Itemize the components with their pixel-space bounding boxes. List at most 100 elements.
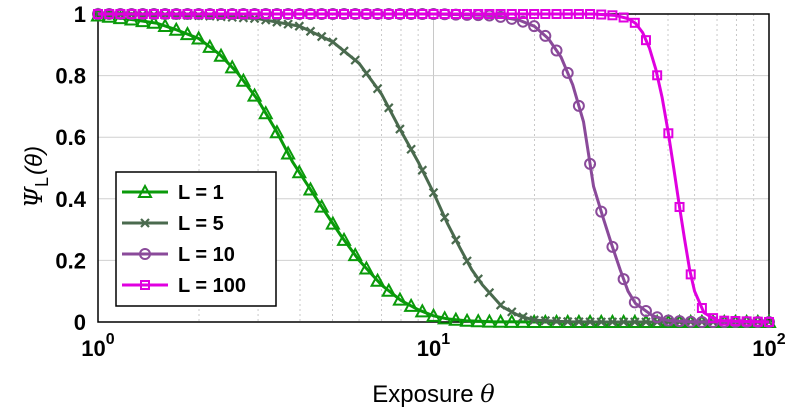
data-point [213, 47, 229, 62]
data-point [574, 317, 584, 327]
data-point [313, 198, 330, 213]
data-point [283, 9, 294, 19]
data-point [428, 9, 439, 19]
legend-marker [139, 248, 151, 260]
legend-entry: L = 100 [122, 275, 246, 297]
data-point [484, 9, 495, 19]
data-point [517, 9, 528, 19]
data-point [347, 247, 363, 262]
data-point [550, 44, 563, 57]
data-point [305, 26, 316, 37]
data-point [730, 316, 741, 327]
data-point [249, 9, 260, 19]
data-point [473, 9, 484, 19]
data-point [628, 296, 641, 309]
data-point [462, 256, 472, 266]
data-point [448, 311, 464, 326]
data-point [224, 59, 240, 74]
data-point [450, 9, 461, 19]
data-point [350, 9, 361, 19]
y-tick-label: 0 [74, 310, 86, 335]
data-point [269, 124, 285, 139]
data-point [325, 215, 341, 230]
data-point [193, 9, 204, 19]
legend-marker [140, 280, 150, 290]
legend-label: L = 100 [178, 275, 246, 297]
data-point [238, 9, 249, 19]
data-point [685, 269, 696, 280]
data-point [439, 9, 450, 19]
data-point [280, 145, 296, 160]
x-tick-label: 100 [81, 331, 114, 361]
data-point [394, 9, 405, 19]
data-point [294, 21, 305, 31]
data-point [708, 313, 719, 324]
legend-label: L = 5 [178, 213, 224, 235]
data-point [618, 317, 629, 327]
data-point [381, 282, 397, 297]
y-tick-label: 0.2 [55, 248, 86, 273]
data-point [506, 9, 517, 19]
data-point [392, 291, 408, 306]
series-3 [93, 9, 774, 327]
data-point [684, 315, 697, 328]
data-point [495, 9, 506, 19]
data-point [595, 205, 608, 218]
data-point [316, 31, 327, 42]
legend-marker [137, 183, 153, 198]
data-point [470, 313, 486, 328]
data-point [451, 235, 461, 245]
data-point [652, 70, 663, 81]
data-point [171, 9, 182, 19]
x-tick-label: 102 [752, 331, 785, 361]
data-point [606, 240, 619, 253]
data-point [629, 17, 640, 28]
data-point [484, 287, 495, 298]
data-point [436, 310, 453, 325]
data-point [495, 300, 506, 310]
data-point [246, 87, 263, 102]
data-point [160, 9, 171, 19]
data-point [403, 297, 419, 312]
data-point [462, 9, 473, 19]
data-point [561, 66, 574, 79]
data-point [641, 317, 651, 327]
data-point [339, 9, 350, 19]
data-point [741, 316, 752, 327]
data-point [316, 9, 327, 19]
data-point [639, 305, 652, 318]
data-point [372, 9, 383, 19]
y-tick-labels: 0 0.2 0.4 0.6 0.8 1 [55, 2, 86, 335]
data-point [369, 272, 386, 287]
data-point [302, 181, 319, 196]
data-point [528, 20, 541, 33]
data-point [146, 14, 162, 29]
data-point [696, 303, 707, 314]
data-point [190, 30, 207, 45]
y-axis-label-subscript: L [32, 177, 52, 187]
data-point [551, 316, 562, 326]
data-point [383, 9, 394, 19]
data-point [283, 19, 293, 29]
data-point [204, 9, 215, 19]
legend-entry: L = 1 [122, 182, 224, 204]
legend: L = 1 L = 5 L = 10 L = 100 [115, 171, 277, 307]
data-point [216, 9, 227, 19]
data-point [182, 9, 193, 19]
data-point [529, 9, 540, 19]
data-point [104, 9, 115, 19]
data-point [406, 9, 417, 19]
data-point [361, 9, 372, 19]
x-tick-labels: 100 101 102 [81, 331, 785, 361]
data-point [585, 317, 595, 327]
series-layer [90, 7, 777, 328]
x-axis-label: Exposure θ [372, 380, 495, 408]
data-point [235, 72, 252, 87]
data-point [414, 303, 431, 318]
legend-marker [140, 218, 150, 228]
data-point [126, 9, 137, 19]
data-point [417, 9, 428, 19]
data-point [662, 314, 675, 327]
legend-label: L = 10 [178, 244, 235, 266]
